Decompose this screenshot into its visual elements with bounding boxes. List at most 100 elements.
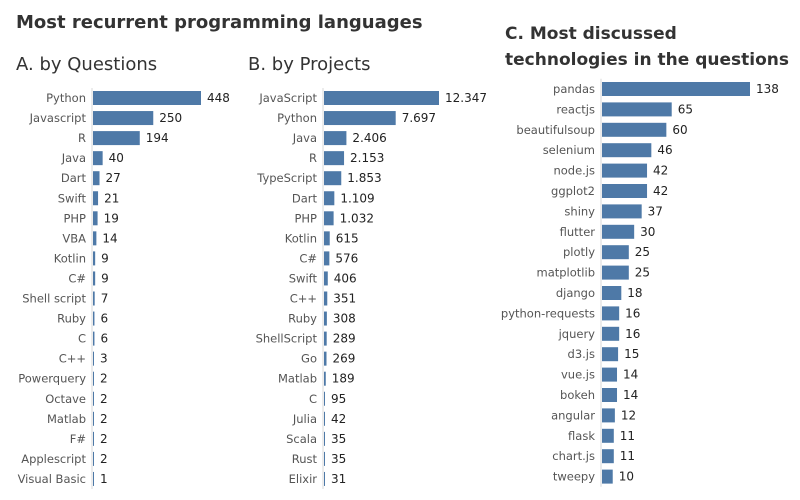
value-label: 27	[106, 171, 121, 185]
category-label: pandas	[553, 82, 595, 96]
value-label: 12	[621, 408, 636, 422]
value-label: 250	[159, 111, 182, 125]
bar	[93, 211, 98, 226]
bar	[93, 391, 94, 406]
category-label: beautifulsoup	[516, 123, 595, 137]
bar	[602, 224, 635, 239]
value-label: 18	[627, 286, 642, 300]
category-label: Matlab	[47, 412, 86, 426]
bar	[93, 191, 99, 206]
value-label: 15	[624, 347, 639, 361]
bar	[93, 451, 94, 466]
category-label: angular	[551, 408, 595, 422]
category-label: C#	[68, 271, 86, 285]
category-label: C++	[59, 352, 86, 366]
bar	[324, 191, 335, 206]
category-label: selenium	[543, 143, 595, 157]
category-label: Rust	[292, 452, 318, 466]
main-title: Most recurrent programming languages	[16, 12, 423, 33]
value-label: 2	[100, 452, 108, 466]
category-label: node.js	[553, 164, 595, 178]
value-label: 31	[331, 472, 346, 486]
bar	[602, 204, 642, 219]
bar	[324, 151, 345, 166]
value-label: 138	[756, 82, 779, 96]
bar	[324, 131, 347, 146]
value-label: 308	[333, 312, 356, 326]
value-label: 42	[653, 184, 668, 198]
panel-a-title: A. by Questions	[16, 54, 158, 75]
value-label: 21	[104, 191, 119, 205]
bar	[93, 131, 140, 146]
value-label: 65	[678, 102, 693, 116]
value-label: 1.032	[340, 211, 374, 225]
category-label: Ruby	[288, 312, 317, 326]
bar	[602, 143, 652, 158]
bar	[602, 449, 614, 464]
category-label: R	[78, 131, 86, 145]
category-label: PHP	[63, 211, 86, 225]
value-label: 16	[625, 306, 640, 320]
bar	[93, 471, 94, 486]
value-label: 14	[623, 388, 638, 402]
category-label: C#	[299, 251, 317, 265]
category-label: vue.js	[561, 368, 595, 382]
category-label: Visual Basic	[18, 472, 86, 486]
bar	[93, 91, 201, 105]
value-label: 576	[335, 251, 358, 265]
bar	[324, 91, 439, 105]
bar	[602, 184, 648, 198]
bar	[602, 245, 629, 260]
value-label: 9	[101, 271, 109, 285]
value-label: 35	[331, 432, 346, 446]
bar	[93, 431, 94, 446]
value-label: 7.697	[402, 111, 436, 125]
value-label: 1.109	[340, 191, 374, 205]
bar	[324, 471, 325, 486]
bar	[602, 306, 620, 321]
category-label: Dart	[292, 191, 318, 205]
category-label: shiny	[564, 204, 595, 218]
bar	[324, 211, 334, 226]
value-label: 16	[625, 327, 640, 341]
category-label: bokeh	[560, 388, 595, 402]
category-label: Shell script	[22, 292, 86, 306]
bar	[93, 151, 103, 166]
value-label: 10	[619, 470, 634, 484]
bar	[93, 371, 94, 386]
value-label: 40	[109, 151, 124, 165]
value-label: 12.347	[445, 91, 487, 105]
category-label: Python	[46, 91, 86, 105]
value-label: 14	[102, 231, 117, 245]
bar	[602, 367, 618, 382]
category-label: ggplot2	[551, 184, 595, 198]
bar	[324, 271, 328, 286]
category-label: matplotlib	[537, 266, 596, 280]
bar	[93, 251, 96, 266]
bar	[324, 331, 327, 346]
bar	[324, 351, 327, 366]
bar	[602, 163, 648, 178]
category-label: Javascript	[29, 111, 87, 125]
bar	[93, 411, 94, 426]
bar	[602, 408, 615, 423]
bar	[602, 326, 620, 341]
value-label: 7	[101, 292, 109, 306]
category-label: TypeScript	[256, 171, 317, 185]
value-label: 25	[635, 245, 650, 259]
bar	[324, 291, 328, 306]
value-label: 11	[620, 449, 635, 463]
bar	[602, 82, 750, 96]
bar	[93, 231, 97, 246]
value-label: 37	[648, 204, 663, 218]
value-label: 615	[336, 231, 359, 245]
value-label: 95	[331, 392, 346, 406]
category-label: Applescript	[21, 452, 86, 466]
bar	[324, 451, 325, 466]
bar	[602, 122, 667, 137]
value-label: 1	[100, 472, 108, 486]
value-label: 406	[334, 271, 357, 285]
category-label: C	[78, 332, 86, 346]
